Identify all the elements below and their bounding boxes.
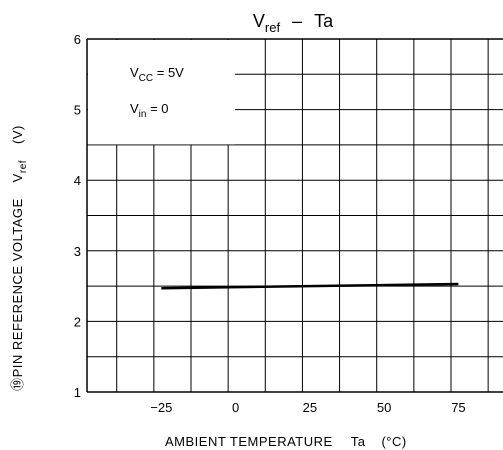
y-tick-label: 2: [74, 314, 81, 329]
y-axis-label: ⑲PIN REFERENCE VOLTAGEVref(V): [10, 125, 29, 391]
plot-frame: [86, 38, 503, 393]
x-tick-label: 25: [303, 400, 317, 415]
series-line: [161, 282, 459, 290]
y-tick-label: 4: [74, 173, 81, 188]
condition-vin: Vin = 0: [130, 101, 169, 120]
x-axis-label: AMBIENT TEMPERATURE Ta (°C): [165, 434, 407, 449]
condition-vcc: VCC = 5V: [130, 65, 184, 84]
chart-title: Vref – Ta: [253, 11, 334, 35]
y-tick-label: 6: [74, 32, 81, 47]
x-tick-label: 75: [451, 400, 465, 415]
x-tick-label: 0: [232, 400, 239, 415]
x-tick-label: 50: [377, 400, 391, 415]
conditions-box: [88, 40, 236, 145]
y-tick-label: 1: [74, 385, 81, 400]
tick-labels: −25 0 25 50 75 1 2 3 4 5 6: [74, 32, 466, 415]
y-tick-label: 5: [74, 103, 81, 118]
x-tick-label: −25: [150, 400, 172, 415]
y-tick-label: 3: [74, 244, 81, 259]
series-group: [161, 282, 459, 290]
